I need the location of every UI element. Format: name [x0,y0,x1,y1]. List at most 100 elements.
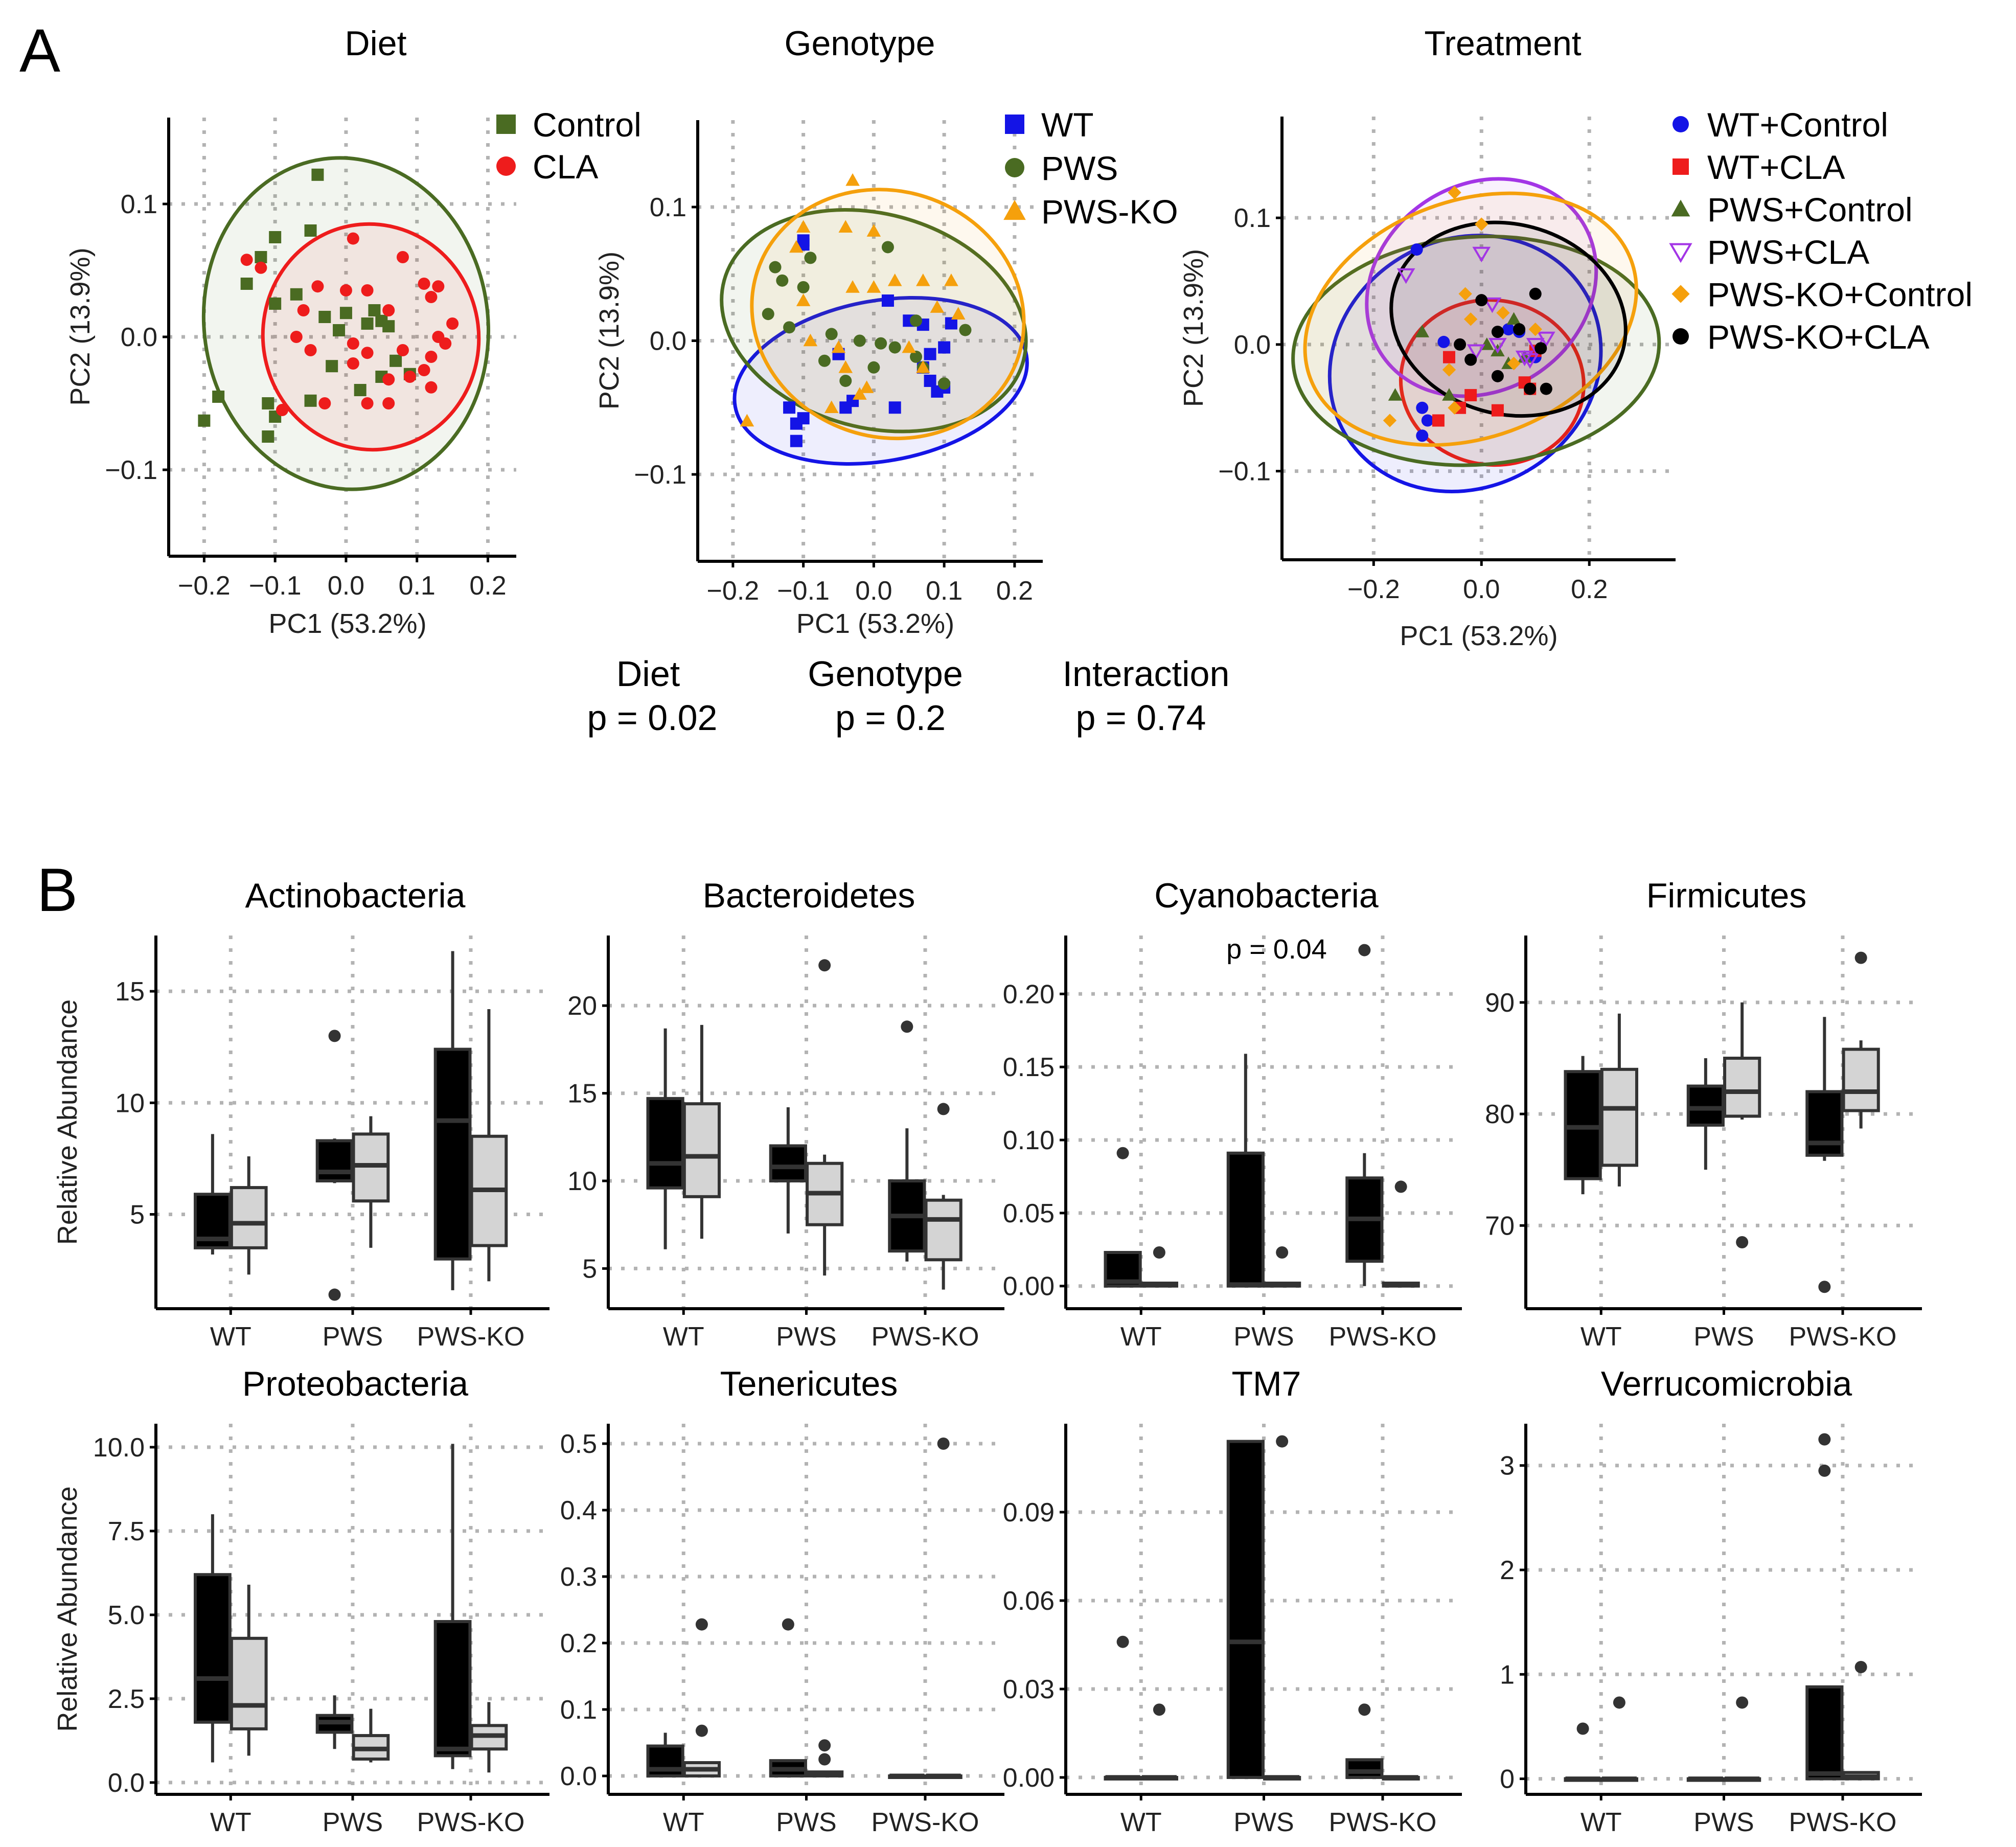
y-tick-label: 0.0 [560,1762,597,1791]
box-pws-cla [1263,1246,1301,1288]
box-wt-control [1564,1056,1602,1195]
y-tick-label: 0.1 [650,193,686,222]
data-point [1496,306,1510,320]
box-pws-ko-cla [924,1438,963,1779]
box-wt-control [1564,1722,1602,1782]
data-point [382,373,395,386]
panel-title: Bacteroidetes [703,876,915,915]
legend-label: CLA [533,148,598,186]
outlier-point [1394,1180,1407,1193]
legend-label: PWS-KO+Control [1707,276,1973,313]
legend-item-control: Control [496,106,642,144]
box-pws-cla [352,1116,390,1248]
data-point [1521,353,1540,369]
outlier-point [1358,1703,1371,1716]
outlier-point [1818,1281,1831,1293]
data-point [1442,351,1455,363]
box-pws-ko-control [888,1773,926,1779]
data-point [255,261,267,274]
ellipse-pws-cla [1365,177,1598,398]
x-tick-label: WT [1580,1322,1622,1352]
box-wt-cla [682,1024,721,1239]
data-point [1491,404,1504,417]
boxplot-tenericutes: Tenericutes 0.0 0.1 0.2 0.3 0.4 0.5 WT PWS PWS-KO [560,1364,1004,1837]
box-pws-ko-control [433,1444,472,1769]
box-wt-control [646,1028,684,1249]
y-tick-label: 0.09 [1003,1498,1055,1527]
data-point [916,273,930,286]
y-tick-label: 15 [115,977,145,1007]
box-wt-cla [230,1584,268,1756]
data-point [740,414,754,427]
data-point [853,334,866,347]
x-tick-label: 0.2 [469,571,506,601]
data-point [1513,323,1526,336]
data-point [762,308,774,321]
y-tick-label: 80 [1485,1100,1515,1129]
box-wt-control [194,1514,232,1763]
data-point [382,320,395,333]
x-tick-label: WT [1120,1322,1162,1352]
data-point [1472,246,1491,263]
box-body [769,1144,807,1182]
data-point [1467,344,1485,360]
data-point [924,348,936,360]
y-tick-label: −0.1 [105,455,157,485]
box-wt-control [194,1134,232,1255]
stat-diet: Diet p = 0.02 [587,654,718,738]
outlier-point [937,1103,950,1115]
box-wt-cla [1140,1703,1179,1781]
data-point [1534,342,1547,355]
data-point [838,220,853,233]
outlier-point [1736,1696,1749,1709]
legend-label: PWS-KO+CLA [1707,318,1930,356]
box-wt-control [1104,1147,1142,1288]
data-point [959,324,972,336]
ellipse-pws-ko [750,188,1026,441]
data-point [1515,350,1534,367]
series-pws-ko [740,173,966,427]
data-point [789,240,804,253]
data-point [1491,326,1504,338]
y-axis-label: Relative Abundance [52,1486,83,1731]
box-wt-cla [230,1156,268,1275]
x-tick-label: 0.2 [996,576,1033,606]
stat-value: p = 0.02 [587,698,718,738]
x-tick-label: 0.0 [855,576,892,606]
panel-title: TM7 [1232,1364,1301,1403]
x-tick-label: PWS-KO [872,1808,979,1837]
stat-label: Genotype [808,654,963,694]
data-point [776,274,789,287]
box-pws-control [769,1618,807,1778]
legend-item-pws-ko-cla: PWS-KO+CLA [1673,318,1930,356]
data-point [1475,294,1488,307]
data-point [790,435,803,447]
box-body [1226,1151,1265,1288]
series-pws-cla [1396,246,1555,369]
y-tick-label: 5 [582,1254,597,1284]
legend-label: PWS-KO [1041,193,1178,231]
box-body [1805,1090,1844,1157]
data-point [838,360,853,373]
panel-title: Genotype [785,24,935,63]
y-axis-label: PC2 (13.9%) [65,247,96,405]
series-cla [240,232,459,416]
y-tick-label: 70 [1485,1211,1515,1241]
x-tick-label: PWS [776,1808,836,1837]
y-tick-label: 20 [567,991,597,1021]
y-tick-label: 0.0 [121,323,157,352]
data-point [1502,323,1515,336]
outlier-point [695,1618,708,1631]
data-point [425,381,438,394]
data-point [845,173,860,186]
legend-key [496,115,516,134]
data-point [1442,363,1456,377]
data-point [1506,312,1521,325]
stat-value: p = 0.2 [835,698,946,738]
x-tick-label: 0.1 [926,576,963,606]
data-point [831,340,846,353]
data-point [1388,388,1403,401]
box-body [194,1573,232,1724]
data-point [1416,429,1429,442]
